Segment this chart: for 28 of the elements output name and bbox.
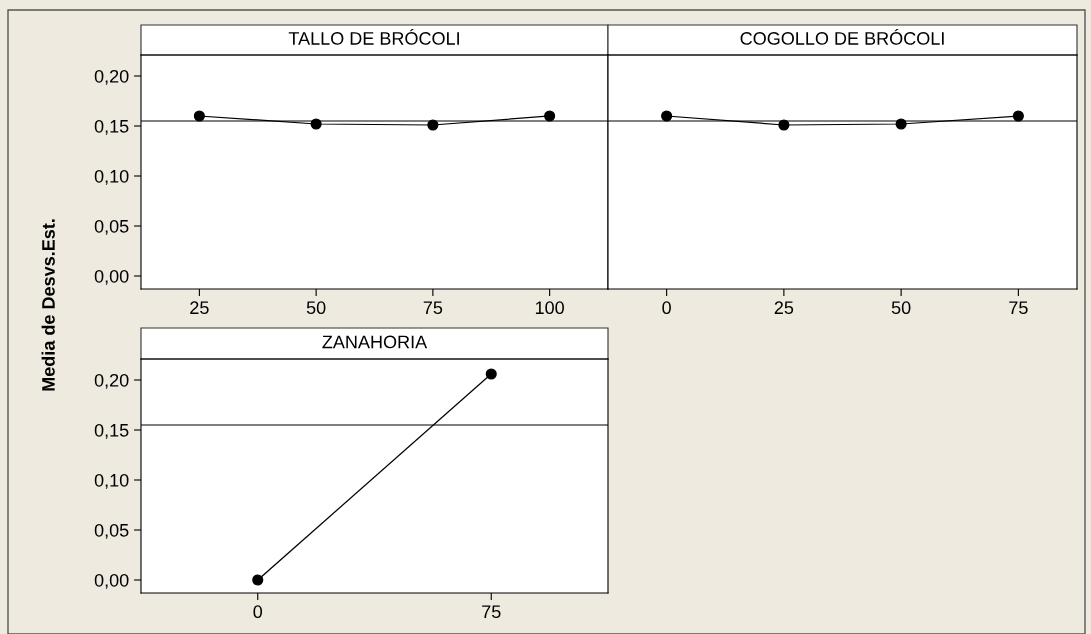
chart-title: COGOLLO DE BRÓCOLI — [740, 29, 944, 45]
x-tick-label: 75 — [1009, 301, 1028, 315]
x-tick-label: 0 — [253, 605, 263, 619]
y-tick-label: 0,00 — [94, 269, 129, 285]
y-axis-title: Media de Desvs.Est. — [41, 219, 55, 391]
point — [544, 110, 556, 122]
point — [193, 110, 205, 122]
point — [310, 118, 322, 130]
y-tick-label: 0,10 — [94, 473, 129, 489]
x-tick-label: 75 — [423, 301, 443, 315]
y-tick-label: 0,05 — [94, 523, 129, 539]
x-tick-label: 25 — [774, 301, 794, 315]
x-tick-label: 50 — [306, 301, 326, 315]
x-tick-label: 100 — [535, 301, 564, 315]
x-tick-label: 75 — [482, 605, 501, 619]
y-tick-label: 0,15 — [94, 423, 129, 439]
x-tick-label: 25 — [190, 301, 209, 315]
y-tick-label: 0,20 — [94, 373, 129, 389]
x-tick-label: 0 — [662, 301, 671, 315]
y-tick-label: 0,00 — [94, 573, 129, 589]
x-tick-label: 50 — [891, 301, 911, 315]
y-tick-label: 0,10 — [94, 169, 129, 185]
chart-title: TALLO DE BRÓCOLI — [288, 29, 459, 45]
y-tick-label: 0,20 — [94, 69, 129, 85]
chart-title: ZANAHORIA — [322, 335, 428, 349]
point — [427, 119, 439, 131]
y-tick-label: 0,15 — [94, 119, 129, 135]
y-tick-label: 0,05 — [94, 219, 129, 235]
